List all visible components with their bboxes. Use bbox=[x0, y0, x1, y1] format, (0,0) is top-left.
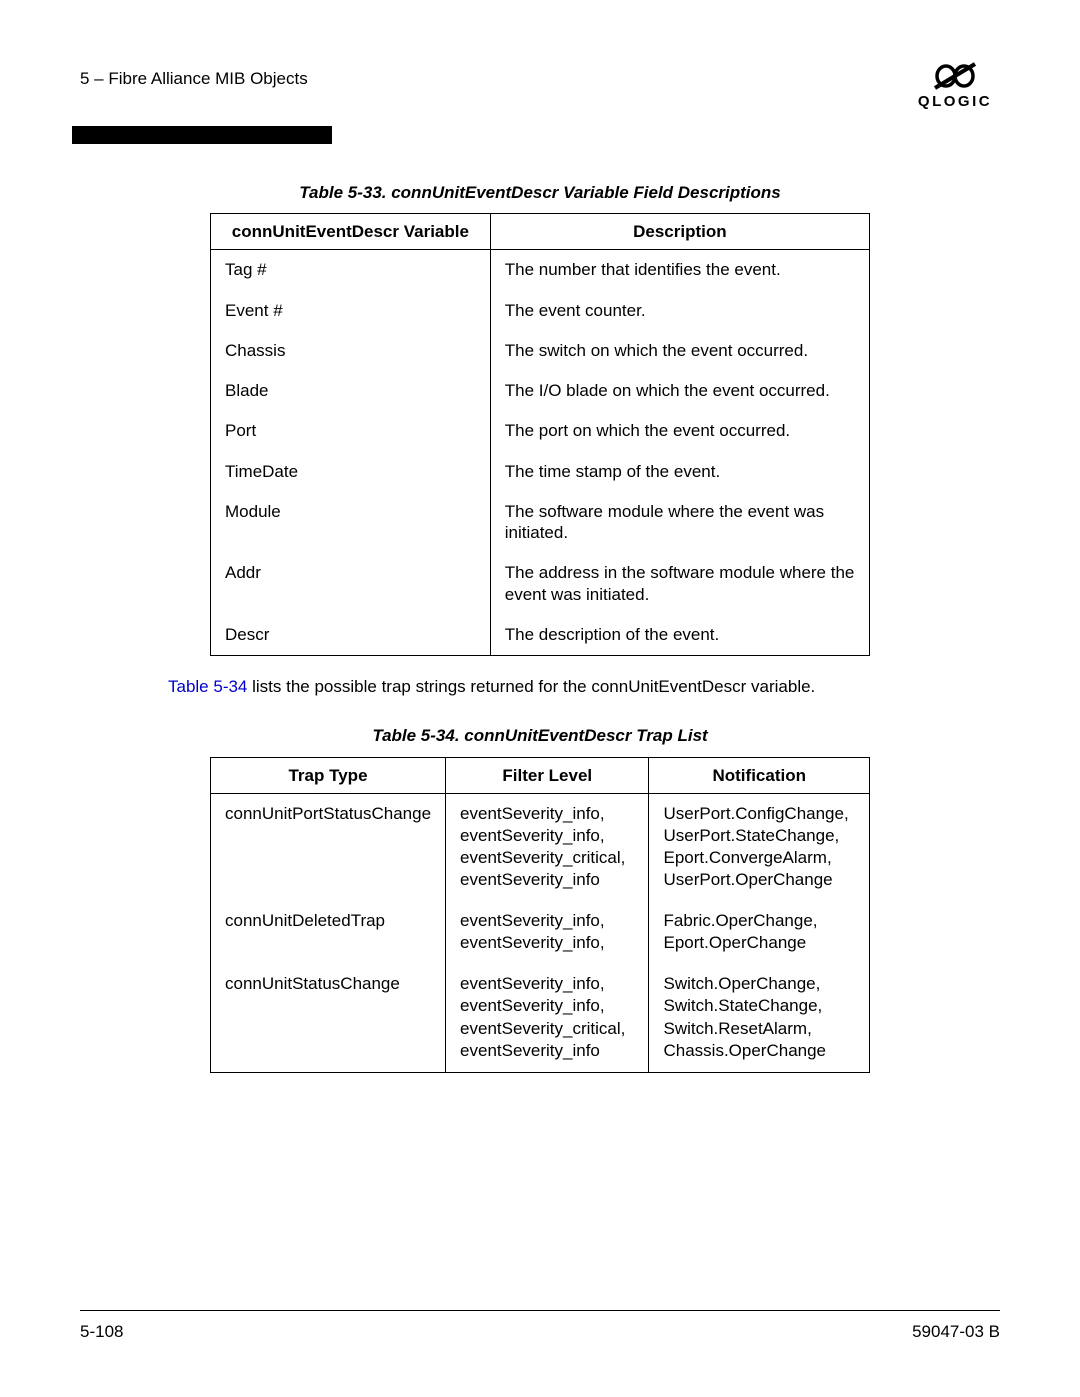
footer-rule bbox=[80, 1310, 1000, 1311]
table-row: Event #The event counter. bbox=[211, 291, 870, 331]
line: Switch.StateChange, bbox=[663, 995, 855, 1017]
cell: The event counter. bbox=[490, 291, 869, 331]
qlogic-logo-icon bbox=[929, 62, 981, 90]
cell: Event # bbox=[211, 291, 491, 331]
line: Eport.ConvergeAlarm, bbox=[663, 847, 855, 869]
line: eventSeverity_info bbox=[460, 1040, 634, 1062]
table-conn-unit-event-descr-vars: connUnitEventDescr Variable Description … bbox=[210, 213, 870, 656]
page-footer: 5-108 59047-03 B bbox=[80, 1310, 1000, 1342]
cell: Port bbox=[211, 411, 491, 451]
cell: Chassis bbox=[211, 331, 491, 371]
cell: Addr bbox=[211, 553, 491, 615]
cell: eventSeverity_info, eventSeverity_info, … bbox=[446, 793, 649, 901]
table1-col1-header: connUnitEventDescr Variable bbox=[211, 214, 491, 250]
table2-wrap: Trap Type Filter Level Notification conn… bbox=[80, 757, 1000, 1073]
line: UserPort.StateChange, bbox=[663, 825, 855, 847]
line: eventSeverity_info, bbox=[460, 825, 634, 847]
table1-caption: Table 5-33. connUnitEventDescr Variable … bbox=[80, 182, 1000, 203]
cell: connUnitDeletedTrap bbox=[211, 901, 446, 964]
page: 5 – Fibre Alliance MIB Objects QLOGIC Ta… bbox=[0, 0, 1080, 1397]
cell: The port on which the event occurred. bbox=[490, 411, 869, 451]
table-ref-link[interactable]: Table 5-34 bbox=[168, 677, 247, 696]
line: eventSeverity_info, bbox=[460, 803, 634, 825]
cell: Fabric.OperChange, Eport.OperChange bbox=[649, 901, 870, 964]
line: Chassis.OperChange bbox=[663, 1040, 855, 1062]
line: UserPort.ConfigChange, bbox=[663, 803, 855, 825]
cell: eventSeverity_info, eventSeverity_info, … bbox=[446, 964, 649, 1072]
cell: The description of the event. bbox=[490, 615, 869, 656]
cell: Module bbox=[211, 492, 491, 554]
table-intro-paragraph: Table 5-34 lists the possible trap strin… bbox=[168, 676, 960, 697]
table2-caption: Table 5-34. connUnitEventDescr Trap List bbox=[80, 725, 1000, 746]
line: eventSeverity_info bbox=[460, 869, 634, 891]
cell: Blade bbox=[211, 371, 491, 411]
line: Switch.ResetAlarm, bbox=[663, 1018, 855, 1040]
table-row: BladeThe I/O blade on which the event oc… bbox=[211, 371, 870, 411]
header-bar bbox=[72, 126, 332, 144]
cell: The switch on which the event occurred. bbox=[490, 331, 869, 371]
line: UserPort.OperChange bbox=[663, 869, 855, 891]
table-row: AddrThe address in the software module w… bbox=[211, 553, 870, 615]
paragraph-rest: lists the possible trap strings returned… bbox=[247, 677, 815, 696]
document-id: 59047-03 B bbox=[912, 1321, 1000, 1342]
table-row: DescrThe description of the event. bbox=[211, 615, 870, 656]
table-row: TimeDateThe time stamp of the event. bbox=[211, 452, 870, 492]
table-row: PortThe port on which the event occurred… bbox=[211, 411, 870, 451]
table-row: connUnitDeletedTrap eventSeverity_info, … bbox=[211, 901, 870, 964]
line: Switch.OperChange, bbox=[663, 973, 855, 995]
table2-col3-header: Notification bbox=[649, 757, 870, 793]
line: eventSeverity_critical, bbox=[460, 847, 634, 869]
line: eventSeverity_info, bbox=[460, 910, 634, 932]
table2-col2-header: Filter Level bbox=[446, 757, 649, 793]
table2-header-row: Trap Type Filter Level Notification bbox=[211, 757, 870, 793]
line: eventSeverity_info, bbox=[460, 995, 634, 1017]
table1-header-row: connUnitEventDescr Variable Description bbox=[211, 214, 870, 250]
table-row: connUnitPortStatusChange eventSeverity_i… bbox=[211, 793, 870, 901]
cell: The I/O blade on which the event occurre… bbox=[490, 371, 869, 411]
table-row: Tag #The number that identifies the even… bbox=[211, 250, 870, 291]
table-row: connUnitStatusChange eventSeverity_info,… bbox=[211, 964, 870, 1072]
cell: The software module where the event was … bbox=[490, 492, 869, 554]
line: Eport.OperChange bbox=[663, 932, 855, 954]
qlogic-logo: QLOGIC bbox=[910, 62, 1000, 112]
table1-wrap: connUnitEventDescr Variable Description … bbox=[80, 213, 1000, 656]
page-header: 5 – Fibre Alliance MIB Objects QLOGIC bbox=[80, 62, 1000, 112]
qlogic-logo-text: QLOGIC bbox=[910, 93, 1000, 112]
cell: Switch.OperChange, Switch.StateChange, S… bbox=[649, 964, 870, 1072]
section-heading: 5 – Fibre Alliance MIB Objects bbox=[80, 62, 308, 89]
line: eventSeverity_info, bbox=[460, 973, 634, 995]
table-row: ChassisThe switch on which the event occ… bbox=[211, 331, 870, 371]
page-number: 5-108 bbox=[80, 1321, 123, 1342]
cell: connUnitStatusChange bbox=[211, 964, 446, 1072]
cell: Descr bbox=[211, 615, 491, 656]
cell: connUnitPortStatusChange bbox=[211, 793, 446, 901]
table1-col2-header: Description bbox=[490, 214, 869, 250]
cell: Tag # bbox=[211, 250, 491, 291]
cell: UserPort.ConfigChange, UserPort.StateCha… bbox=[649, 793, 870, 901]
line: eventSeverity_critical, bbox=[460, 1018, 634, 1040]
footer-row: 5-108 59047-03 B bbox=[80, 1321, 1000, 1342]
cell: The time stamp of the event. bbox=[490, 452, 869, 492]
cell: eventSeverity_info, eventSeverity_info, bbox=[446, 901, 649, 964]
cell: The address in the software module where… bbox=[490, 553, 869, 615]
cell: TimeDate bbox=[211, 452, 491, 492]
line: eventSeverity_info, bbox=[460, 932, 634, 954]
line: Fabric.OperChange, bbox=[663, 910, 855, 932]
table-conn-unit-event-descr-traps: Trap Type Filter Level Notification conn… bbox=[210, 757, 870, 1073]
cell: The number that identifies the event. bbox=[490, 250, 869, 291]
table2-col1-header: Trap Type bbox=[211, 757, 446, 793]
table-row: ModuleThe software module where the even… bbox=[211, 492, 870, 554]
